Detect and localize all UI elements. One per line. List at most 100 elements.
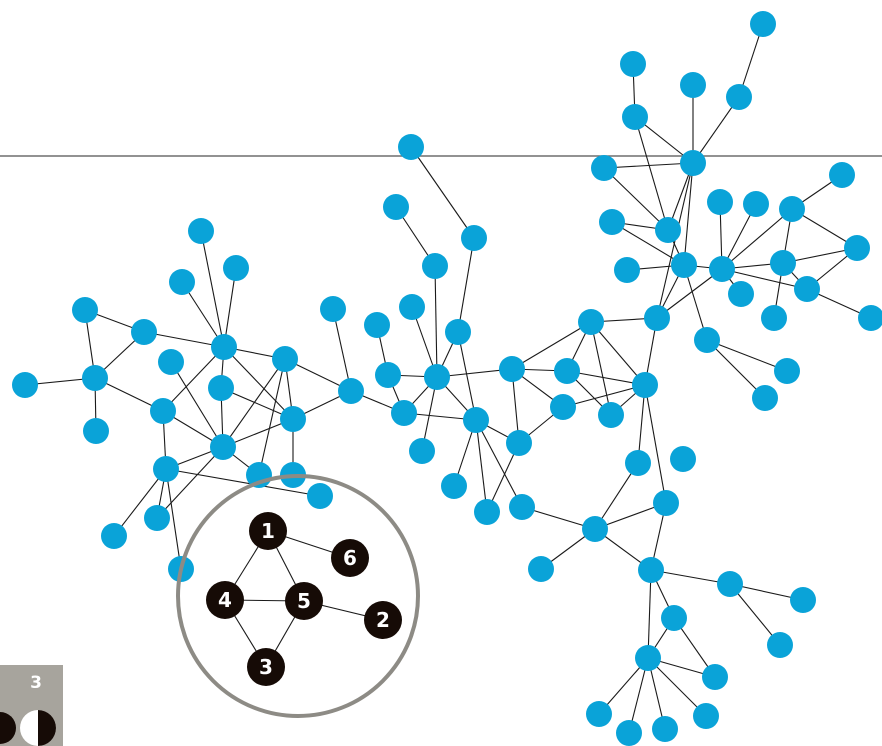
network-node bbox=[635, 645, 661, 671]
network-node bbox=[680, 150, 706, 176]
network-edge bbox=[223, 346, 294, 420]
network-node bbox=[554, 358, 580, 384]
network-node bbox=[644, 305, 670, 331]
network-edge bbox=[721, 268, 808, 290]
network-node bbox=[726, 84, 752, 110]
example-node-label: 3 bbox=[259, 655, 273, 679]
example-node-label: 1 bbox=[261, 519, 275, 543]
network-node bbox=[616, 720, 642, 746]
network-node bbox=[707, 189, 733, 215]
network-node bbox=[383, 194, 409, 220]
example-node: 6 bbox=[331, 539, 369, 577]
network-node bbox=[761, 305, 787, 331]
network-node bbox=[671, 252, 697, 278]
network-node bbox=[375, 362, 401, 388]
network-edge bbox=[410, 146, 475, 239]
network-node bbox=[582, 516, 608, 542]
network-node bbox=[598, 402, 624, 428]
network-node bbox=[445, 319, 471, 345]
network-edge bbox=[656, 268, 723, 319]
network-node bbox=[499, 356, 525, 382]
network-node bbox=[743, 191, 769, 217]
network-node bbox=[790, 587, 816, 613]
network-node bbox=[750, 11, 776, 37]
example-node-label: 6 bbox=[343, 546, 357, 570]
network-node bbox=[223, 255, 249, 281]
network-node bbox=[398, 134, 424, 160]
network-edge bbox=[475, 419, 488, 513]
network-node bbox=[728, 281, 754, 307]
example-node-label: 5 bbox=[297, 589, 311, 613]
network-edge bbox=[162, 346, 225, 412]
network-node bbox=[320, 296, 346, 322]
network-node bbox=[150, 398, 176, 424]
network-edge bbox=[634, 116, 669, 231]
network-edge bbox=[143, 331, 225, 348]
network-node bbox=[680, 72, 706, 98]
network-node bbox=[441, 473, 467, 499]
network-node bbox=[307, 483, 333, 509]
network-node bbox=[158, 349, 184, 375]
example-subgraph: 1 6 4 5 2 3 bbox=[176, 474, 420, 718]
network-edge bbox=[332, 308, 352, 392]
network-node bbox=[586, 701, 612, 727]
network-node bbox=[709, 256, 735, 282]
network-edge bbox=[562, 384, 646, 408]
network-edge bbox=[434, 265, 438, 378]
network-node bbox=[424, 364, 450, 390]
network-node bbox=[652, 716, 678, 742]
network-edge bbox=[603, 162, 694, 169]
highlight-circle bbox=[176, 474, 420, 718]
network-node bbox=[391, 400, 417, 426]
network-node bbox=[767, 632, 793, 658]
network-node bbox=[752, 385, 778, 411]
example-node: 5 bbox=[285, 582, 323, 620]
network-node bbox=[83, 418, 109, 444]
network-node bbox=[632, 372, 658, 398]
network-edge bbox=[113, 468, 167, 537]
network-edge bbox=[223, 267, 237, 348]
network-edge bbox=[590, 321, 646, 386]
network-node bbox=[338, 378, 364, 404]
network-edge bbox=[706, 339, 766, 399]
network-node bbox=[153, 456, 179, 482]
example-node-label: 2 bbox=[376, 608, 390, 632]
network-node bbox=[653, 490, 679, 516]
network-node bbox=[82, 365, 108, 391]
network-node bbox=[661, 605, 687, 631]
network-node bbox=[399, 294, 425, 320]
network-node bbox=[770, 250, 796, 276]
example-node: 2 bbox=[364, 601, 402, 639]
network-edge bbox=[170, 361, 224, 448]
network-edge bbox=[590, 321, 612, 416]
network-node bbox=[578, 309, 604, 335]
example-node-label: 4 bbox=[218, 588, 232, 612]
network-node bbox=[506, 430, 532, 456]
network-edge bbox=[644, 384, 667, 504]
network-node bbox=[655, 217, 681, 243]
network-node bbox=[474, 499, 500, 525]
network-node bbox=[188, 218, 214, 244]
network-node bbox=[702, 664, 728, 690]
network-node bbox=[72, 297, 98, 323]
network-node bbox=[638, 557, 664, 583]
network-node bbox=[422, 253, 448, 279]
network-nodes bbox=[12, 11, 882, 746]
network-edge bbox=[729, 583, 781, 646]
network-node bbox=[599, 209, 625, 235]
network-node bbox=[844, 235, 870, 261]
network-node bbox=[409, 438, 435, 464]
network-edge bbox=[706, 339, 788, 372]
network-node bbox=[614, 257, 640, 283]
network-node bbox=[591, 155, 617, 181]
network-node bbox=[509, 494, 535, 520]
half-filled-circles-icon bbox=[0, 710, 56, 746]
network-edge bbox=[200, 230, 225, 348]
network-node bbox=[131, 319, 157, 345]
example-nodes: 1 6 4 5 2 3 bbox=[206, 512, 402, 686]
figure-badge: 3 bbox=[0, 665, 63, 746]
network-node bbox=[144, 505, 170, 531]
network-node bbox=[210, 434, 236, 460]
network-edge bbox=[683, 264, 708, 341]
